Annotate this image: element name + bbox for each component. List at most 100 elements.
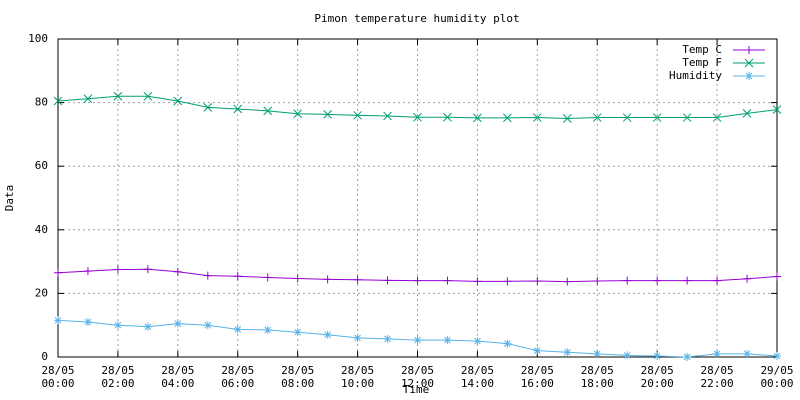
data-point <box>383 334 392 343</box>
x-tick-label: 22:00 <box>701 377 734 390</box>
x-tick-label: 04:00 <box>161 377 194 390</box>
data-point <box>473 113 482 123</box>
x-tick-label: 28/05 <box>161 364 194 377</box>
x-tick-label: 14:00 <box>461 377 494 390</box>
x-tick-label: 16:00 <box>521 377 554 390</box>
data-point <box>563 348 572 357</box>
data-point <box>143 91 153 101</box>
data-point <box>203 103 213 112</box>
data-point <box>683 276 692 285</box>
data-point <box>323 275 332 284</box>
data-point <box>653 352 662 361</box>
data-point <box>233 104 243 114</box>
data-point <box>53 96 63 106</box>
data-point <box>773 272 781 281</box>
x-tick-label: 29/05 <box>760 364 793 377</box>
x-tick-label: 28/05 <box>341 364 374 377</box>
x-tick-label: 28/05 <box>281 364 314 377</box>
data-point <box>263 273 272 282</box>
data-point <box>233 272 242 281</box>
data-point <box>503 277 512 286</box>
data-point <box>413 336 422 345</box>
y-tick-label: 40 <box>35 223 48 236</box>
data-point <box>772 105 782 114</box>
data-point <box>293 109 303 119</box>
data-point <box>533 346 542 355</box>
data-point <box>353 110 362 120</box>
plot-border <box>57 38 778 358</box>
data-point <box>652 113 662 122</box>
legend-label: Temp C <box>682 43 722 56</box>
data-point <box>743 349 752 358</box>
data-point <box>532 113 542 122</box>
data-point <box>653 276 662 285</box>
x-tick-label: 10:00 <box>341 377 374 390</box>
legend-label: Temp F <box>682 56 722 69</box>
data-point <box>143 322 152 331</box>
data-point <box>713 349 722 358</box>
data-point <box>113 91 123 101</box>
data-point <box>443 276 452 285</box>
y-tick-label: 80 <box>35 96 48 109</box>
data-point <box>773 352 781 361</box>
data-point <box>383 111 392 121</box>
legend-marker <box>745 72 753 80</box>
data-point <box>593 276 602 285</box>
data-point <box>533 276 542 285</box>
data-point <box>263 325 272 334</box>
x-tick-label: 28/05 <box>461 364 494 377</box>
data-point <box>233 325 242 334</box>
data-point <box>562 114 572 123</box>
data-point <box>473 277 482 286</box>
x-tick-label: 20:00 <box>641 377 674 390</box>
data-point <box>563 277 572 286</box>
x-tick-label: 28/05 <box>41 364 74 377</box>
data-point <box>353 333 362 342</box>
data-point <box>503 113 512 123</box>
data-point <box>622 113 632 122</box>
x-tick-label: 28/05 <box>401 364 434 377</box>
x-tick-label: 28/05 <box>701 364 734 377</box>
x-tick-label: 28/05 <box>521 364 554 377</box>
data-point <box>353 275 362 284</box>
data-point <box>173 319 182 328</box>
data-point <box>383 276 392 285</box>
data-point <box>83 94 93 104</box>
data-point <box>473 337 482 346</box>
data-point <box>592 113 602 122</box>
y-tick-label: 60 <box>35 159 48 172</box>
data-point <box>323 330 332 339</box>
x-tick-label: 28/05 <box>641 364 674 377</box>
data-point <box>293 328 302 337</box>
data-point <box>743 274 752 283</box>
data-point <box>263 106 273 116</box>
data-point <box>143 265 152 274</box>
data-point <box>293 274 302 283</box>
x-tick-label: 18:00 <box>581 377 614 390</box>
data-point <box>443 112 452 122</box>
x-tick-label: 28/05 <box>581 364 614 377</box>
x-tick-label: 28/05 <box>101 364 134 377</box>
data-point <box>712 113 722 122</box>
data-point <box>713 276 722 285</box>
data-point <box>323 110 332 119</box>
data-point <box>683 353 692 361</box>
data-point <box>682 113 692 122</box>
legend-marker <box>745 46 753 54</box>
data-point <box>83 318 92 327</box>
data-point <box>173 267 182 276</box>
x-tick-label: 06:00 <box>221 377 254 390</box>
x-tick-label: 28/05 <box>221 364 254 377</box>
data-point <box>113 321 122 330</box>
legend-marker <box>744 58 754 68</box>
x-tick-label: 08:00 <box>281 377 314 390</box>
data-point <box>54 316 62 325</box>
data-point <box>623 351 632 360</box>
y-axis-label: Data <box>3 185 16 212</box>
data-point <box>113 265 122 274</box>
y-tick-label: 100 <box>28 32 48 45</box>
x-tick-label: 12:00 <box>401 377 434 390</box>
data-point <box>503 339 512 348</box>
